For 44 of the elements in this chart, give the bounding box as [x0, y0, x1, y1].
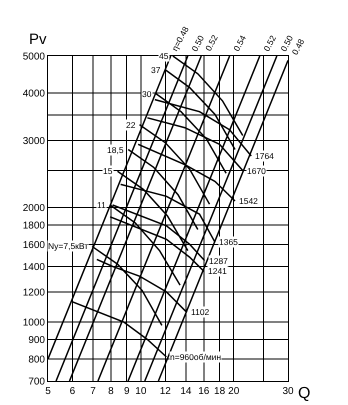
x-tick-label: 16 — [198, 386, 210, 397]
y-tick-label: 1600 — [22, 240, 46, 251]
y-tick-label: 700 — [28, 376, 46, 388]
x-tick-label: 14 — [180, 386, 192, 397]
x-tick-label: 6 — [70, 386, 76, 397]
annotation: 1764 — [255, 151, 274, 161]
y-tick-label: 5000 — [22, 52, 46, 62]
x-tick-label: 7 — [90, 386, 96, 397]
annotation: 1365 — [219, 237, 238, 247]
annotation: 45 — [159, 51, 169, 61]
annotation: 30 — [142, 89, 152, 99]
y-tick-label: 4000 — [22, 88, 46, 100]
x-tick-label: 18 — [214, 386, 226, 397]
annotation: 37 — [151, 65, 161, 75]
x-tick-label: 12 — [160, 386, 172, 397]
annotation: 22 — [126, 120, 136, 130]
annotation: 15 — [103, 166, 113, 176]
y-tick-label: 1800 — [22, 220, 46, 232]
y-tick-label: 900 — [28, 334, 46, 346]
annotation: 1241 — [208, 266, 228, 276]
x-tick-label: 5 — [45, 386, 52, 397]
annotation: 1287 — [209, 256, 228, 266]
x-tick-label: 9 — [124, 386, 130, 397]
y-tick-label: 1400 — [22, 262, 46, 273]
annotation: 1670 — [247, 166, 266, 176]
annotation: Ny=7,5кВт — [48, 241, 88, 251]
y-tick-label: 800 — [28, 354, 46, 366]
annotation: 0.54 — [231, 33, 248, 53]
x-tick-label: 10 — [135, 386, 147, 397]
annotation: 0.52 — [261, 33, 278, 53]
annotation: 11 — [97, 200, 106, 210]
annotation: n=960об/мин — [170, 352, 222, 362]
x-tick-label: 30 — [282, 386, 294, 397]
x-axis-title: Q — [298, 385, 310, 402]
annotation: 1102 — [191, 307, 210, 317]
y-tick-label: 1200 — [22, 287, 46, 298]
annotation: 18,5 — [107, 145, 124, 155]
x-tick-label: 20 — [228, 386, 240, 397]
y-tick-label: 2000 — [22, 202, 46, 214]
y-tick-label: 3000 — [22, 136, 46, 147]
y-tick-label: 1000 — [22, 318, 46, 329]
x-tick-label: 8 — [108, 386, 114, 397]
annotation: 1542 — [239, 196, 258, 206]
y-axis-title: Pv — [29, 31, 48, 48]
